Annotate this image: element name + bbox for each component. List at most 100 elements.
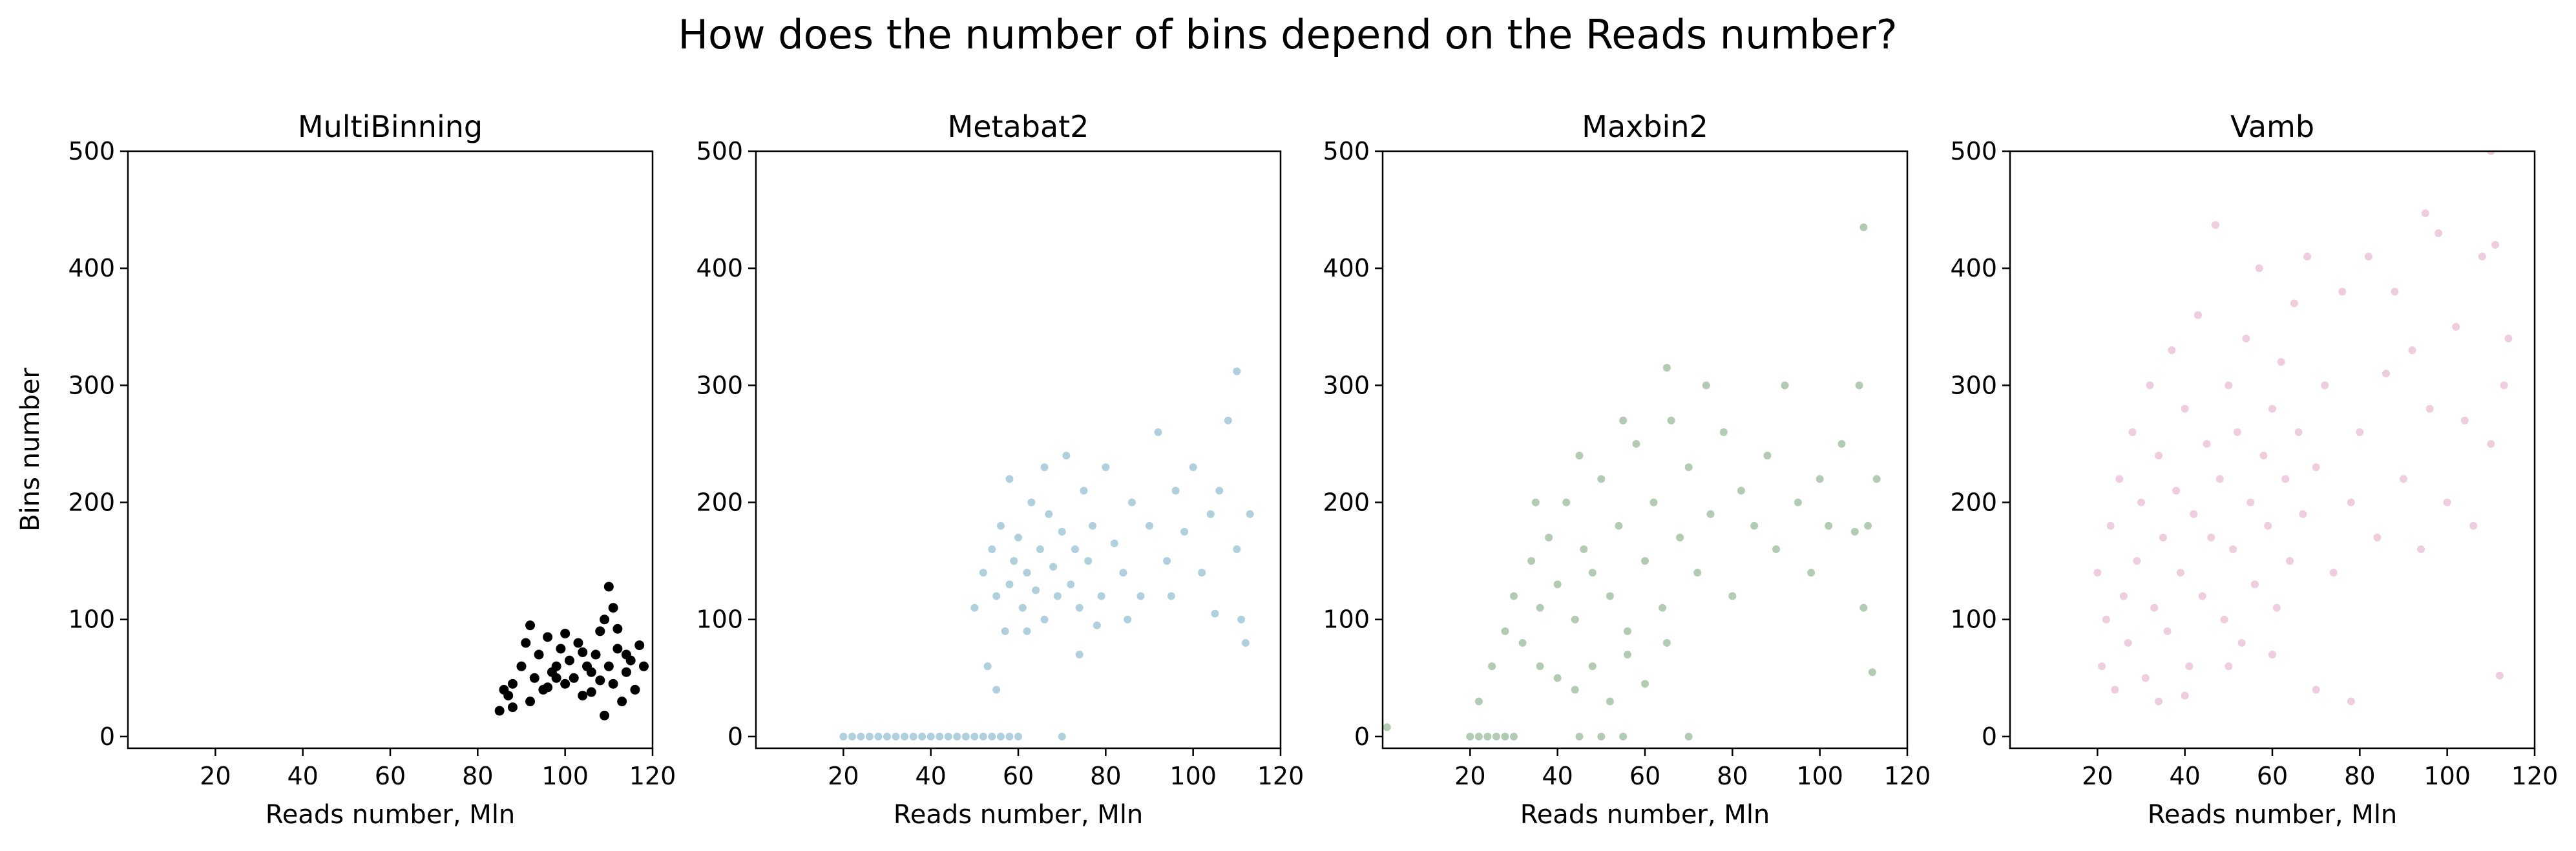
scatter-point xyxy=(970,732,979,741)
scatter-point xyxy=(507,678,518,689)
x-tick-label: 60 xyxy=(1003,762,1034,790)
scatter-point xyxy=(996,732,1005,741)
y-tick-label: 0 xyxy=(1982,722,1997,751)
scatter-point xyxy=(1527,557,1536,565)
scatter-point xyxy=(2452,322,2460,331)
scatter-point xyxy=(1684,732,1693,741)
scatter-point xyxy=(543,682,553,693)
scatter-point xyxy=(1659,604,1667,612)
scatter-point xyxy=(591,649,601,660)
scatter-point xyxy=(2185,662,2194,671)
scatter-point xyxy=(988,732,996,741)
scatter-point xyxy=(1706,510,1715,518)
scatter-point xyxy=(2215,475,2224,483)
scatter-point xyxy=(1615,521,1623,530)
x-tick-label: 80 xyxy=(1090,762,1121,790)
scatter-point xyxy=(2229,545,2237,553)
x-axis-label: Reads number, Mln xyxy=(1520,800,1770,830)
scatter-point xyxy=(1097,592,1105,600)
scatter-point xyxy=(2250,580,2259,589)
scatter-point xyxy=(1825,521,1833,530)
scatter-point xyxy=(2500,381,2508,390)
scatter-point xyxy=(2137,498,2145,507)
scatter-point xyxy=(1575,732,1584,741)
scatter-point xyxy=(1119,569,1127,577)
scatter-point xyxy=(617,697,627,707)
scatter-point xyxy=(1536,604,1544,612)
scatter-point xyxy=(529,673,539,683)
scatter-point xyxy=(1536,662,1544,671)
scatter-point xyxy=(1005,580,1014,589)
scatter-point xyxy=(1237,615,1246,624)
scatter-point xyxy=(1763,452,1772,460)
scatter-point xyxy=(1084,557,1093,565)
subplot-3: Maxbin2 20 40 60 80 100 120 0 100 200 300 400 500 Rea… xyxy=(1323,109,1931,830)
scatter-point xyxy=(613,624,623,634)
scatter-point xyxy=(1036,545,1044,553)
x-tick-label: 40 xyxy=(1542,762,1573,790)
scatter-point xyxy=(944,732,952,741)
scatter-point xyxy=(1136,592,1145,600)
scatter-point xyxy=(2435,229,2443,237)
scatter-point xyxy=(1005,475,1014,483)
scatter-point xyxy=(2417,545,2425,553)
scatter-point xyxy=(1580,545,1588,553)
y-tick-label: 0 xyxy=(99,722,115,751)
scatter-point xyxy=(1553,674,1562,682)
scatter-point xyxy=(1501,627,1509,635)
scatter-point xyxy=(1102,463,1110,472)
scatter-point xyxy=(979,569,987,577)
scatter-point xyxy=(1075,651,1084,659)
scatter-point xyxy=(1553,580,1562,589)
scatter-point xyxy=(551,661,561,671)
scatter-point xyxy=(1040,463,1049,472)
scatter-point xyxy=(2106,521,2115,530)
scatter-point xyxy=(2190,510,2198,518)
scatter-point xyxy=(2421,209,2429,218)
scatter-point xyxy=(1588,569,1597,577)
x-tick-label: 120 xyxy=(1257,762,1304,790)
scatter-point xyxy=(874,732,883,741)
x-tick-label: 100 xyxy=(2424,762,2471,790)
scatter-point xyxy=(1737,487,1745,495)
x-tick-label: 20 xyxy=(200,762,231,790)
scatter-point xyxy=(525,620,536,631)
scatter-point xyxy=(1466,732,1474,741)
scatter-point xyxy=(2133,557,2141,565)
scatter-point xyxy=(543,632,553,642)
scatter-point xyxy=(2321,381,2329,390)
scatter-point xyxy=(2212,221,2220,229)
scatter-point xyxy=(600,615,610,625)
scatter-point xyxy=(1571,615,1579,624)
scatter-point xyxy=(1058,732,1066,741)
y-tick-label: 200 xyxy=(696,489,743,517)
scatter-point xyxy=(600,710,610,720)
scatter-point xyxy=(2294,428,2303,436)
x-tick-label: 120 xyxy=(629,762,676,790)
scatter-point xyxy=(2163,627,2172,635)
scatter-point xyxy=(2491,240,2500,249)
scatter-point xyxy=(595,675,605,686)
scatter-point xyxy=(2443,498,2451,507)
scatter-point xyxy=(1233,367,1241,375)
y-tick-label: 200 xyxy=(1323,489,1370,517)
scatter-point xyxy=(2233,428,2241,436)
scatter-point xyxy=(1606,697,1614,706)
scatter-point xyxy=(1728,592,1737,600)
x-tick-label: 80 xyxy=(462,762,493,790)
scatter-point xyxy=(573,638,583,648)
scatter-point xyxy=(2347,697,2355,706)
scatter-point xyxy=(1606,592,1614,600)
scatter-point xyxy=(2373,533,2382,541)
scatter-point xyxy=(848,732,856,741)
x-tick-label: 60 xyxy=(1629,762,1660,790)
scatter-point xyxy=(2290,299,2298,308)
scatter-point xyxy=(918,732,927,741)
x-tick-label: 20 xyxy=(1454,762,1485,790)
scatter-point xyxy=(2237,638,2246,647)
x-tick-label: 40 xyxy=(2169,762,2200,790)
y-tick-label: 200 xyxy=(1950,489,1997,517)
x-tick-label: 100 xyxy=(1796,762,1843,790)
x-tick-label: 20 xyxy=(2082,762,2113,790)
scatter-point xyxy=(1693,569,1702,577)
